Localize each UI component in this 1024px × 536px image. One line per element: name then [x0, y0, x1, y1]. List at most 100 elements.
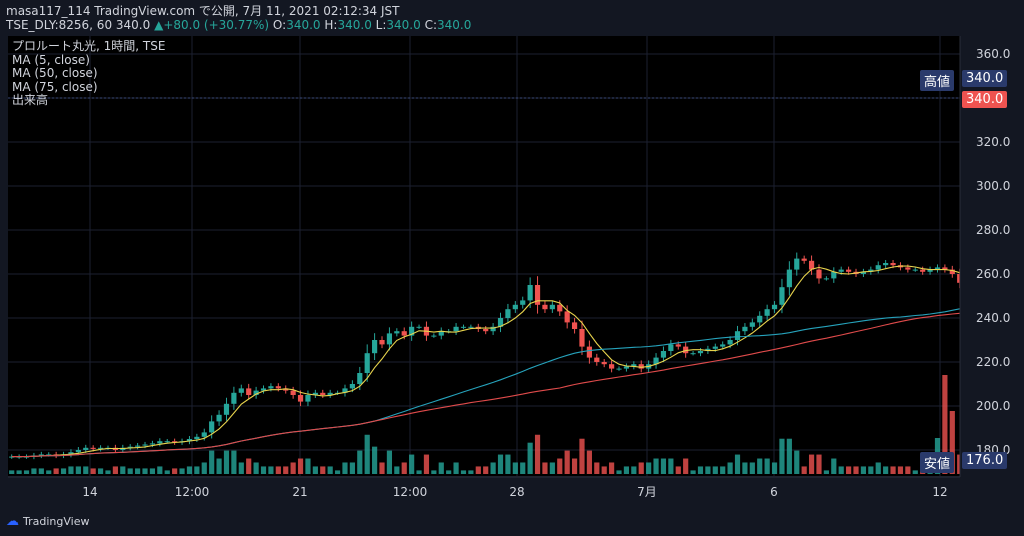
volume-bar: [253, 462, 259, 474]
volume-bar: [364, 434, 370, 474]
volume-bar: [135, 468, 141, 474]
up-arrow-icon: ▲: [154, 18, 164, 32]
volume-bar: [957, 454, 960, 474]
volume-bar: [186, 466, 193, 474]
candle-body: [142, 444, 148, 446]
volume-bar: [623, 466, 630, 474]
volume-bar: [564, 450, 570, 474]
candle-body: [801, 258, 807, 261]
candle-body: [83, 447, 89, 450]
candle-body: [623, 366, 630, 369]
candle-body: [734, 331, 741, 340]
x-tick-label: 7月: [637, 485, 657, 499]
volume-bar: [53, 468, 59, 474]
volume-bar: [246, 458, 252, 474]
volume-bar: [875, 462, 881, 474]
symbol: TSE_DLY:8256, 60: [6, 18, 113, 32]
volume-bar: [357, 450, 363, 474]
candle-body: [394, 331, 400, 334]
candle-body: [290, 390, 296, 395]
volume-bar: [268, 466, 274, 474]
volume-bar: [483, 466, 489, 474]
volume-bar: [949, 411, 955, 474]
volume-bar: [9, 470, 15, 474]
volume-bar: [438, 462, 444, 474]
volume-bar: [505, 454, 511, 474]
candle-body: [223, 403, 230, 415]
candle-body: [794, 258, 800, 270]
tradingview-logo[interactable]: ☁ TradingView: [6, 514, 89, 529]
volume-bar: [342, 462, 348, 474]
volume-bar: [468, 470, 474, 474]
candle-body: [883, 263, 889, 266]
open-label: O:: [272, 18, 287, 32]
volume-bar: [290, 462, 296, 474]
y-tick-label: 260.0: [976, 267, 1010, 281]
candle-body: [164, 441, 170, 443]
volume-bar: [816, 454, 822, 474]
volume-bar: [808, 454, 815, 474]
candle-body: [808, 260, 815, 270]
volume-bar: [609, 462, 615, 474]
candle-body: [312, 392, 318, 395]
candle-body: [697, 351, 704, 354]
high-label: H:: [324, 18, 338, 32]
volume-bar: [201, 462, 207, 474]
ma5-line: [11, 265, 960, 458]
volume-bar: [683, 458, 689, 474]
volume-bar: [379, 462, 385, 474]
candle-body: [372, 340, 378, 354]
ma50-line: [11, 308, 960, 458]
candle-body: [749, 322, 755, 327]
low-badge-value: 176.0: [962, 452, 1008, 469]
volume-bar: [905, 466, 911, 474]
volume-bar: [868, 466, 874, 474]
x-tick-label: 14: [82, 485, 97, 499]
volume-bar: [216, 458, 222, 474]
legend-title: プロルート丸光, 1時間, TSE: [12, 39, 166, 53]
volume-bar: [705, 466, 711, 474]
volume-bar: [209, 450, 215, 474]
volume-bar: [779, 438, 785, 474]
volume-bar: [801, 466, 807, 474]
volume-bar: [164, 470, 170, 474]
candle-body: [38, 454, 44, 456]
volume-bar: [557, 458, 563, 474]
candle-body: [631, 364, 637, 367]
volume-bar: [601, 466, 607, 474]
volume-bar: [653, 458, 659, 474]
candle-body: [653, 357, 659, 365]
volume-bar: [327, 466, 333, 474]
candle-body: [705, 348, 711, 351]
candle-body: [75, 450, 81, 453]
volume-bar: [720, 466, 726, 474]
candle-body: [409, 326, 415, 336]
candle-body: [742, 326, 748, 332]
chart-pane[interactable]: [8, 36, 960, 476]
candle-body: [460, 326, 467, 328]
candle-body: [571, 322, 578, 329]
candle-body: [764, 309, 770, 316]
volume-bar: [423, 454, 430, 474]
legend: プロルート丸光, 1時間, TSE MA (5, close) MA (50, …: [12, 39, 166, 108]
candle-body: [283, 388, 289, 391]
price-chart[interactable]: [8, 36, 960, 476]
volume-bar: [297, 458, 304, 474]
last-price-badge: 340.0: [962, 91, 1008, 108]
candle-body: [890, 263, 896, 266]
candle-body: [542, 304, 548, 310]
candle-body: [868, 269, 874, 272]
low-badge-label: 安値: [920, 452, 955, 473]
price-change: +80.0 (+30.77%): [163, 18, 270, 32]
close-value: 340.0: [437, 18, 472, 32]
candle-body: [712, 346, 718, 349]
volume-bar: [838, 466, 844, 474]
candle-body: [905, 267, 911, 270]
brand-name: TradingView: [23, 515, 90, 528]
volume-bar: [320, 466, 326, 474]
y-tick-label: 300.0: [976, 179, 1010, 193]
candle-body: [342, 388, 348, 393]
volume-bar: [394, 466, 400, 474]
x-tick-label: 12: [932, 485, 947, 499]
volume-bar: [68, 466, 74, 474]
